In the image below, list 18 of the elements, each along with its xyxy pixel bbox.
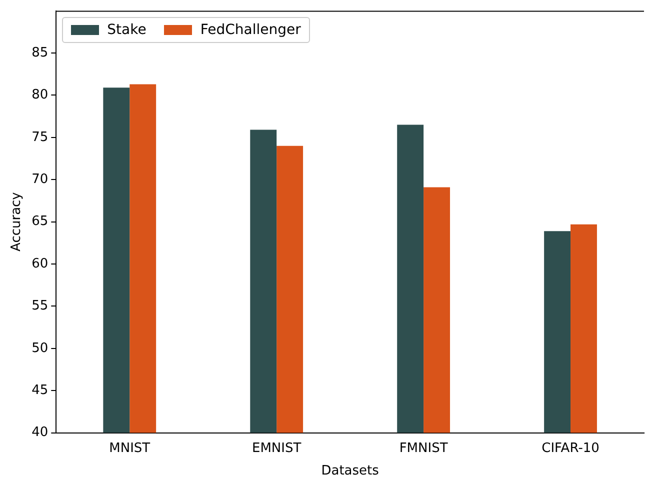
x-tick-label: FMNIST xyxy=(399,440,448,456)
y-tick-label: 55 xyxy=(32,298,48,314)
y-tick-label: 85 xyxy=(32,45,48,60)
x-tick-label: CIFAR-10 xyxy=(542,440,600,456)
y-tick-label: 60 xyxy=(32,256,48,272)
x-tick-label: MNIST xyxy=(109,440,150,456)
y-tick-label: 65 xyxy=(32,214,48,230)
legend-label: Stake xyxy=(107,22,146,38)
x-tick-label: EMNIST xyxy=(252,440,302,456)
y-tick-label: 80 xyxy=(32,88,48,103)
x-axis-title: Datasets xyxy=(321,464,380,479)
legend-label: FedChallenger xyxy=(200,22,301,38)
y-axis-title: Accuracy xyxy=(9,192,24,252)
y-tick-label: 40 xyxy=(32,425,48,440)
y-tick-label: 45 xyxy=(32,382,48,398)
y-tick-label: 50 xyxy=(32,340,48,356)
y-tick-label: 70 xyxy=(32,172,48,187)
y-tick-label: 75 xyxy=(32,130,48,145)
